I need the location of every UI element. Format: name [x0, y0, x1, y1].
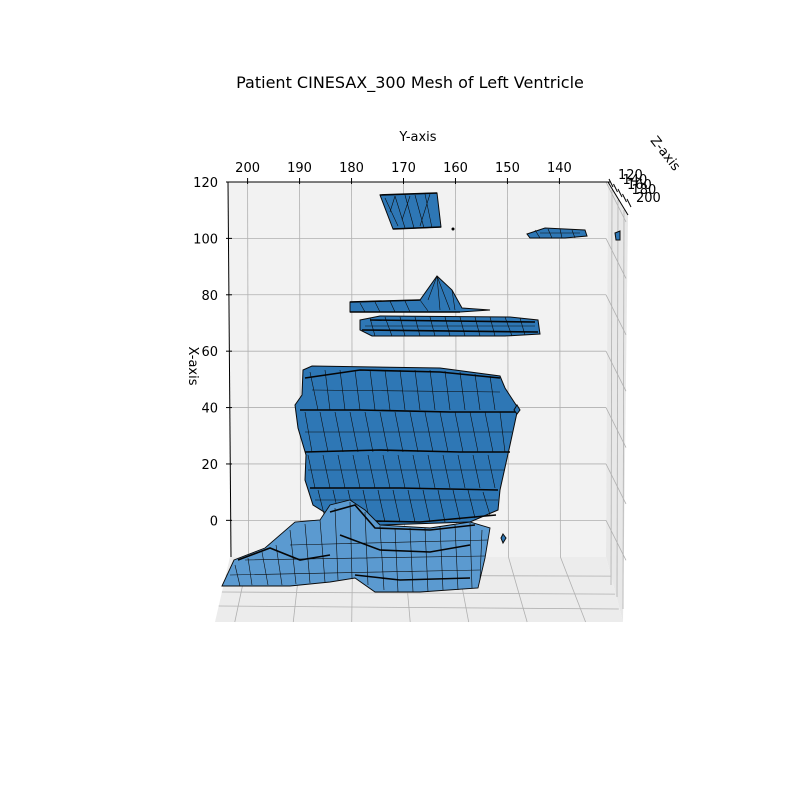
mesh-slice-top — [379, 192, 455, 231]
mesh-main-body — [294, 365, 521, 545]
z-axis-label: Z-axis — [647, 134, 683, 174]
z-axis-line — [607, 181, 629, 216]
z-tick-label: 140 — [623, 173, 648, 188]
x-tick-label: 60 — [201, 345, 218, 360]
mesh-slice-wide — [359, 315, 541, 337]
x-axis-line — [227, 181, 232, 558]
x-tick-label: 100 — [193, 232, 218, 247]
y-tick-label: 150 — [495, 161, 520, 176]
x-tick-labels: 0 20 40 60 80 100 120 — [193, 176, 232, 529]
y-tick-label: 170 — [391, 161, 416, 176]
mesh-base — [221, 499, 491, 593]
y-tick-labels: 200 190 180 170 160 150 140 — [235, 161, 572, 184]
z-tick-label: 180 — [632, 183, 657, 198]
x-tick-label: 20 — [201, 458, 218, 473]
y-axis-label: Y-axis — [398, 130, 436, 145]
y-tick-label: 200 — [235, 161, 260, 176]
y-tick-label: 160 — [443, 161, 468, 176]
y-tick-label: 140 — [547, 161, 572, 176]
x-axis-label: X-axis — [185, 347, 200, 386]
y-tick-label: 190 — [287, 161, 312, 176]
mesh-slice-peak — [349, 275, 491, 313]
z-tick-label: 200 — [636, 191, 661, 206]
z-tick-label: 160 — [627, 178, 652, 193]
chart-title: Patient CINESAX_300 Mesh of Left Ventric… — [236, 73, 584, 93]
left-ventricle-mesh — [221, 192, 621, 593]
x-tick-label: 120 — [193, 176, 218, 191]
x-tick-label: 40 — [201, 402, 218, 417]
z-tick-label: 120 — [618, 168, 643, 183]
x-tick-label: 80 — [201, 289, 218, 304]
x-tick-label: 0 — [210, 514, 218, 529]
mesh-slice-right — [526, 227, 621, 241]
y-tick-label: 180 — [339, 161, 364, 176]
